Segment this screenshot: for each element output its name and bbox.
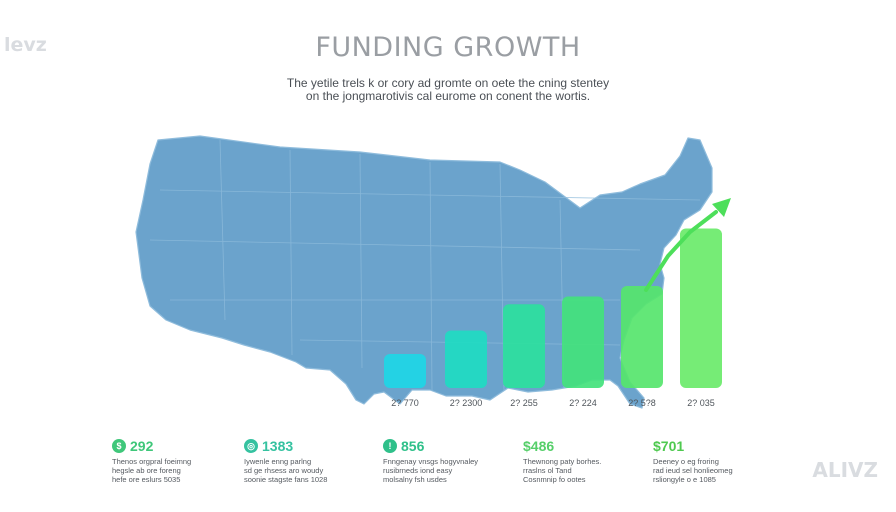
trend-arrow	[644, 198, 731, 292]
stat-amount: $486	[523, 438, 555, 454]
stat-header: $701	[653, 438, 773, 454]
chart-title: FUNDING GROWTH	[315, 32, 581, 63]
bar	[680, 228, 722, 388]
growth-icon: $	[112, 439, 126, 453]
stat-description: Iywenle enng parlng sd ge rhsess aro wou…	[244, 457, 328, 484]
stat-header: ! 856	[383, 438, 503, 454]
x-tick-label: 2? 035	[687, 398, 715, 408]
bar	[445, 330, 487, 388]
x-tick-label: 2? 770	[391, 398, 419, 408]
stat-block: $292 Thenos orgpral foeimng hegsle ab ore…	[112, 438, 232, 484]
stat-header: ◎ 1383	[244, 438, 364, 454]
target-icon: ◎	[244, 439, 258, 453]
stat-description: Fnngenay vnsgs hogyvnaley rusibrneds ion…	[383, 457, 479, 484]
bar-series	[384, 228, 722, 388]
stat-block: $701 Deeney o eg froring rad ieud sel hon…	[653, 438, 773, 484]
stat-description: Thewnong paty borhes. rraslns ol Tand Co…	[523, 457, 602, 484]
bar	[621, 286, 663, 388]
x-tick-label: 2? 5?8	[628, 398, 656, 408]
stat-block: ◎ 1383 Iywenle enng parlng sd ge rhsess ar…	[244, 438, 364, 484]
watermark-top-left: levz	[4, 34, 47, 56]
stat-description: Thenos orgpral foeimng hegsle ab ore for…	[112, 457, 192, 484]
stat-description: Deeney o eg froring rad ieud sel honlieo…	[653, 457, 733, 484]
stat-header: $292	[112, 438, 232, 454]
stat-amount: $701	[653, 438, 685, 454]
trend-arrow-line	[644, 210, 718, 292]
trend-arrow-head	[712, 198, 731, 217]
stat-amount: 1383	[262, 438, 294, 454]
bar	[384, 354, 426, 388]
x-tick-label: 2? 2300	[450, 398, 483, 408]
info-icon: !	[383, 439, 397, 453]
bar	[503, 304, 545, 388]
stat-block: ! 856 Fnngenay vnsgs hogyvnaley rusibrneds…	[383, 438, 503, 484]
subtitle-line-1: The yetile trels k or cory ad gromte on …	[286, 76, 610, 90]
subtitle-line-2: on the jongmarotivis cal eurome on conen…	[305, 89, 591, 103]
stat-header: $486	[523, 438, 643, 454]
bar	[562, 296, 604, 388]
stat-block: $486 Thewnong paty borhes. rraslns ol Tan…	[523, 438, 643, 484]
watermark-bottom-right: ALIVZ	[812, 458, 878, 482]
x-tick-label: 2? 255	[510, 398, 538, 408]
stat-amount: 292	[130, 438, 154, 454]
x-tick-label: 2? 224	[569, 398, 597, 408]
stat-amount: 856	[401, 438, 425, 454]
x-tick-labels: 2? 770 2? 2300 2? 255 2? 224 2? 5?8 2? 035	[391, 398, 715, 408]
